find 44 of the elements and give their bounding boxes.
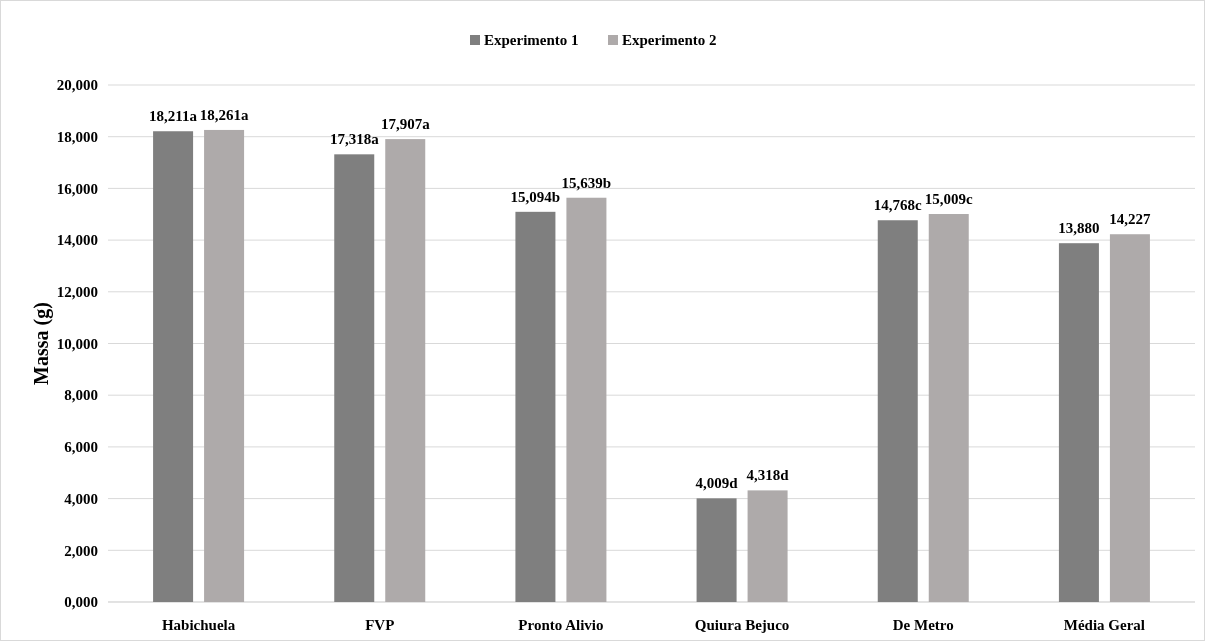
- bar: [566, 197, 607, 602]
- data-label: 13,880: [1058, 220, 1100, 237]
- y-tick-label: 10,000: [56, 335, 98, 352]
- x-tick-label: Habichuela: [161, 617, 236, 633]
- bar: [204, 129, 245, 602]
- bar: [877, 220, 918, 602]
- y-tick-label: 6,000: [64, 439, 98, 456]
- bar: [928, 214, 969, 602]
- bar: [385, 139, 426, 602]
- data-label: 18,211a: [149, 108, 198, 125]
- x-tick-label: Pronto Alivio: [518, 617, 604, 633]
- data-label: 14,768c: [873, 197, 923, 214]
- bar: [1109, 234, 1150, 602]
- data-label: 15,009c: [924, 191, 974, 208]
- bar: [153, 131, 194, 602]
- legend-label: Experimento 2: [622, 32, 717, 48]
- y-tick-label: 18,000: [56, 128, 98, 145]
- bar: [696, 498, 737, 602]
- data-label: 14,227: [1109, 211, 1152, 228]
- bar: [1058, 243, 1099, 602]
- data-label: 15,094b: [510, 188, 561, 205]
- y-axis-title: Massa (g): [30, 302, 53, 385]
- data-label: 4,318d: [746, 467, 790, 484]
- x-tick-label: De Metro: [892, 617, 954, 633]
- bar: [334, 154, 375, 602]
- y-tick-label: 2,000: [64, 542, 98, 559]
- y-tick-label: 8,000: [64, 387, 98, 404]
- y-tick-label: 14,000: [56, 232, 98, 249]
- x-tick-label: Média Geral: [1063, 617, 1146, 633]
- data-label: 18,261a: [199, 106, 249, 123]
- bar: [515, 211, 556, 602]
- x-tick-label: FVP: [365, 617, 395, 633]
- y-tick-label: 16,000: [56, 180, 98, 197]
- y-tick-label: 0,000: [64, 594, 98, 611]
- y-tick-label: 4,000: [64, 490, 98, 507]
- bar: [747, 490, 788, 602]
- x-tick-label: Quiura Bejuco: [694, 617, 790, 633]
- legend-label: Experimento 1: [484, 32, 579, 48]
- data-label: 4,009d: [695, 475, 739, 492]
- data-label: 17,907a: [380, 116, 431, 133]
- data-label: 15,639b: [561, 174, 612, 191]
- y-tick-label: 20,000: [56, 77, 98, 94]
- data-label: 17,318a: [329, 131, 380, 148]
- y-tick-label: 12,000: [56, 284, 98, 301]
